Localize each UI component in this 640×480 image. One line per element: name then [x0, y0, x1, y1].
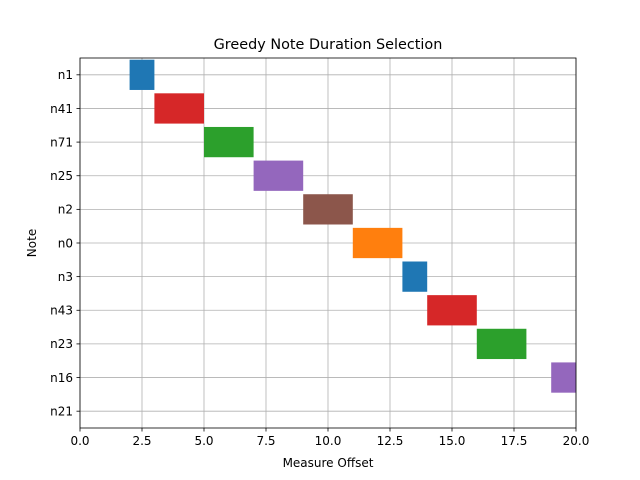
x-tick-label: 0.0 [70, 434, 89, 448]
y-tick-label: n0 [58, 236, 73, 250]
bar-n2 [303, 194, 353, 225]
y-tick-label: n23 [50, 337, 73, 351]
bar-n0 [352, 227, 403, 259]
y-tick-label: n3 [58, 270, 73, 284]
x-tick-label: 5.0 [194, 434, 213, 448]
x-tick-label: 12.5 [377, 434, 404, 448]
y-tick-label: n21 [50, 404, 73, 418]
bar-n41 [154, 93, 204, 124]
bar-n43 [427, 295, 477, 326]
x-tick-label: 20.0 [563, 434, 590, 448]
chart-title: Greedy Note Duration Selection [214, 37, 443, 53]
x-axis-label: Measure Offset [283, 456, 374, 470]
x-tick-label: 10.0 [315, 434, 342, 448]
y-tick-label: n25 [50, 169, 73, 183]
x-tick-label: 15.0 [439, 434, 466, 448]
bars-group [129, 59, 576, 393]
bar-n1 [129, 59, 155, 90]
y-tick-label: n41 [50, 102, 73, 116]
bar-n3 [402, 261, 428, 292]
x-axis-ticks: 0.0 2.5 5.0 7.5 10.0 12.5 15.0 17.5 20.0 [70, 428, 589, 448]
bar-n71 [204, 126, 254, 158]
y-tick-label: n2 [58, 203, 73, 217]
y-axis-label: Note [25, 229, 39, 257]
grid-lines [79, 58, 577, 428]
x-tick-label: 2.5 [132, 434, 151, 448]
y-axis-ticks: n1 n41 n71 n25 n2 n0 n3 n43 n23 n16 n21 [50, 68, 80, 418]
bar-n23 [476, 328, 527, 360]
y-tick-label: n43 [50, 304, 73, 318]
bar-n25 [253, 160, 304, 191]
y-tick-label: n71 [50, 135, 73, 149]
x-tick-label: 7.5 [256, 434, 275, 448]
y-tick-label: n16 [50, 371, 73, 385]
y-tick-label: n1 [58, 68, 73, 82]
bar-n16 [551, 362, 576, 393]
x-tick-label: 17.5 [501, 434, 528, 448]
